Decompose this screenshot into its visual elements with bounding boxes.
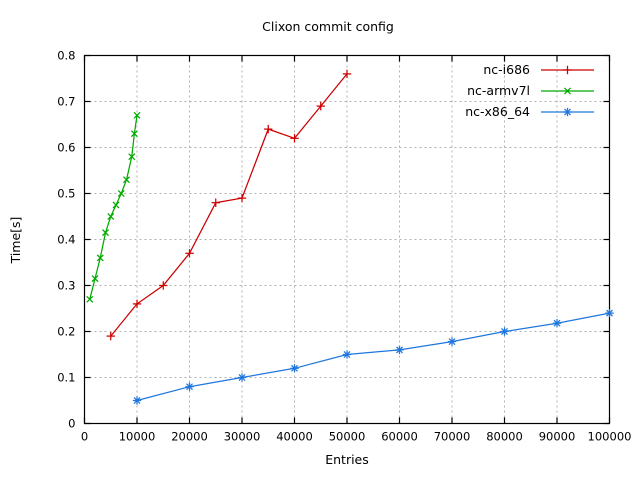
y-tick-label: 0.3 xyxy=(57,279,75,293)
plot-frame xyxy=(83,54,611,425)
x-tick-label: 70000 xyxy=(434,430,471,444)
data-point-nc-i686 xyxy=(211,198,220,207)
data-point-nc-i686 xyxy=(264,124,273,134)
series-nc-x86_64 xyxy=(132,308,614,405)
x-tick-label: 10000 xyxy=(119,430,156,444)
data-point-nc-armv7l xyxy=(130,130,138,138)
data-point-nc-armv7l-stroke xyxy=(107,213,115,220)
data-point-nc-i686 xyxy=(106,331,115,341)
data-point-nc-x86_64 xyxy=(132,396,142,405)
y-tick-label: 0.5 xyxy=(57,187,75,201)
data-point-nc-armv7l-stroke xyxy=(91,275,99,283)
data-point-nc-i686 xyxy=(316,101,325,111)
data-point-nc-armv7l xyxy=(128,153,136,161)
data-point-nc-x86_64-stroke xyxy=(186,383,193,391)
x-tick-label: 50000 xyxy=(329,430,366,444)
data-point-nc-i686 xyxy=(132,299,142,309)
y-tick-label: 0.1 xyxy=(57,371,75,385)
data-point-nc-armv7l xyxy=(112,201,120,209)
series-nc-armv7l xyxy=(86,111,141,303)
series-line-nc-i686 xyxy=(110,73,348,337)
data-point-nc-x86_64-stroke xyxy=(291,364,298,372)
y-tick-label: 0.8 xyxy=(57,49,75,63)
x-tick-label: 100000 xyxy=(588,430,632,444)
data-point-nc-armv7l-stroke xyxy=(86,295,94,303)
data-point-nc-x86_64-stroke xyxy=(448,338,456,346)
y-tick-label: 0.2 xyxy=(57,325,75,339)
chart-title: Clixon commit config xyxy=(262,19,394,34)
y-tick-label: 0 xyxy=(68,417,75,431)
axis-ticks: 0 0.1 0.2 0.3 0.4 0.5 0.6 0.7 0.8 0 10000 20000 3000… xyxy=(57,49,631,444)
data-point-nc-x86_64 xyxy=(552,319,562,328)
data-point-nc-armv7l-stroke xyxy=(128,153,136,161)
data-point-nc-armv7l xyxy=(86,295,94,303)
y-axis-label: Time[s] xyxy=(8,217,23,265)
x-tick-label: 90000 xyxy=(539,430,576,444)
data-point-nc-armv7l-stroke xyxy=(102,229,109,237)
legend-marker-nc-x86_64-stroke xyxy=(564,108,571,116)
data-point-nc-x86_64-stroke xyxy=(501,328,508,335)
data-point-nc-i686 xyxy=(159,281,168,290)
data-point-nc-x86_64 xyxy=(395,345,404,355)
data-point-nc-armv7l xyxy=(96,254,104,262)
data-point-nc-x86_64-stroke xyxy=(396,346,403,354)
x-tick-label: 80000 xyxy=(486,430,523,444)
data-point-nc-armv7l xyxy=(91,275,99,283)
data-point-nc-x86_64 xyxy=(500,327,509,336)
legend-marker-nc-x86_64 xyxy=(563,107,572,117)
data-point-nc-i686 xyxy=(290,134,299,143)
data-point-nc-i686 xyxy=(237,193,247,203)
legend-marker-nc-armv7l-stroke xyxy=(564,87,571,95)
data-point-nc-x86_64 xyxy=(290,364,299,373)
series-nc-i686 xyxy=(106,69,352,341)
data-point-nc-armv7l-stroke xyxy=(123,176,130,184)
legend-label-nc-i686: nc-i686 xyxy=(483,62,530,77)
data-point-nc-i686 xyxy=(185,249,194,258)
y-tick-label: 0.7 xyxy=(57,95,75,109)
legend-marker-nc-armv7l xyxy=(564,87,571,95)
data-point-nc-x86_64 xyxy=(185,382,194,391)
data-point-nc-armv7l xyxy=(123,176,130,184)
x-tick-label: 20000 xyxy=(171,430,208,444)
series-line-nc-x86_64 xyxy=(136,312,610,402)
data-point-nc-armv7l-stroke xyxy=(130,130,138,138)
x-tick-label: 30000 xyxy=(224,430,261,444)
data-point-nc-x86_64-stroke xyxy=(343,351,351,358)
x-axis-label: Entries xyxy=(325,452,369,467)
x-tick-label: 40000 xyxy=(276,430,313,444)
data-point-nc-x86_64 xyxy=(237,373,247,382)
data-point-nc-armv7l xyxy=(117,190,125,197)
x-tick-label: 0 xyxy=(81,430,88,444)
data-point-nc-x86_64-stroke xyxy=(606,309,613,317)
data-point-nc-x86_64-stroke xyxy=(133,397,141,404)
y-tick-label: 0.4 xyxy=(57,233,75,247)
data-point-nc-x86_64 xyxy=(342,350,352,359)
data-point-nc-x86_64 xyxy=(447,337,457,346)
data-point-nc-armv7l xyxy=(133,111,141,119)
data-point-nc-x86_64-stroke xyxy=(238,374,246,381)
legend-marker-nc-i686 xyxy=(563,65,572,75)
data-series-layer xyxy=(86,69,614,405)
data-point-nc-armv7l xyxy=(107,213,115,220)
legend-label-nc-armv7l: nc-armv7l xyxy=(467,83,530,98)
data-point-nc-armv7l-stroke xyxy=(133,111,141,119)
data-point-nc-i686 xyxy=(342,69,352,79)
data-point-nc-x86_64 xyxy=(605,308,614,318)
data-point-nc-armv7l-stroke xyxy=(112,201,120,209)
legend-label-nc-x86_64: nc-x86_64 xyxy=(465,104,530,119)
data-point-nc-armv7l xyxy=(102,229,109,237)
y-tick-label: 0.6 xyxy=(57,141,75,155)
x-tick-label: 60000 xyxy=(381,430,418,444)
data-point-nc-armv7l-stroke xyxy=(96,254,104,262)
legend: nc-i686 nc-armv7l nc-x86_64 xyxy=(465,62,594,119)
data-point-nc-armv7l-stroke xyxy=(117,190,125,197)
data-point-nc-x86_64-stroke xyxy=(553,319,561,327)
